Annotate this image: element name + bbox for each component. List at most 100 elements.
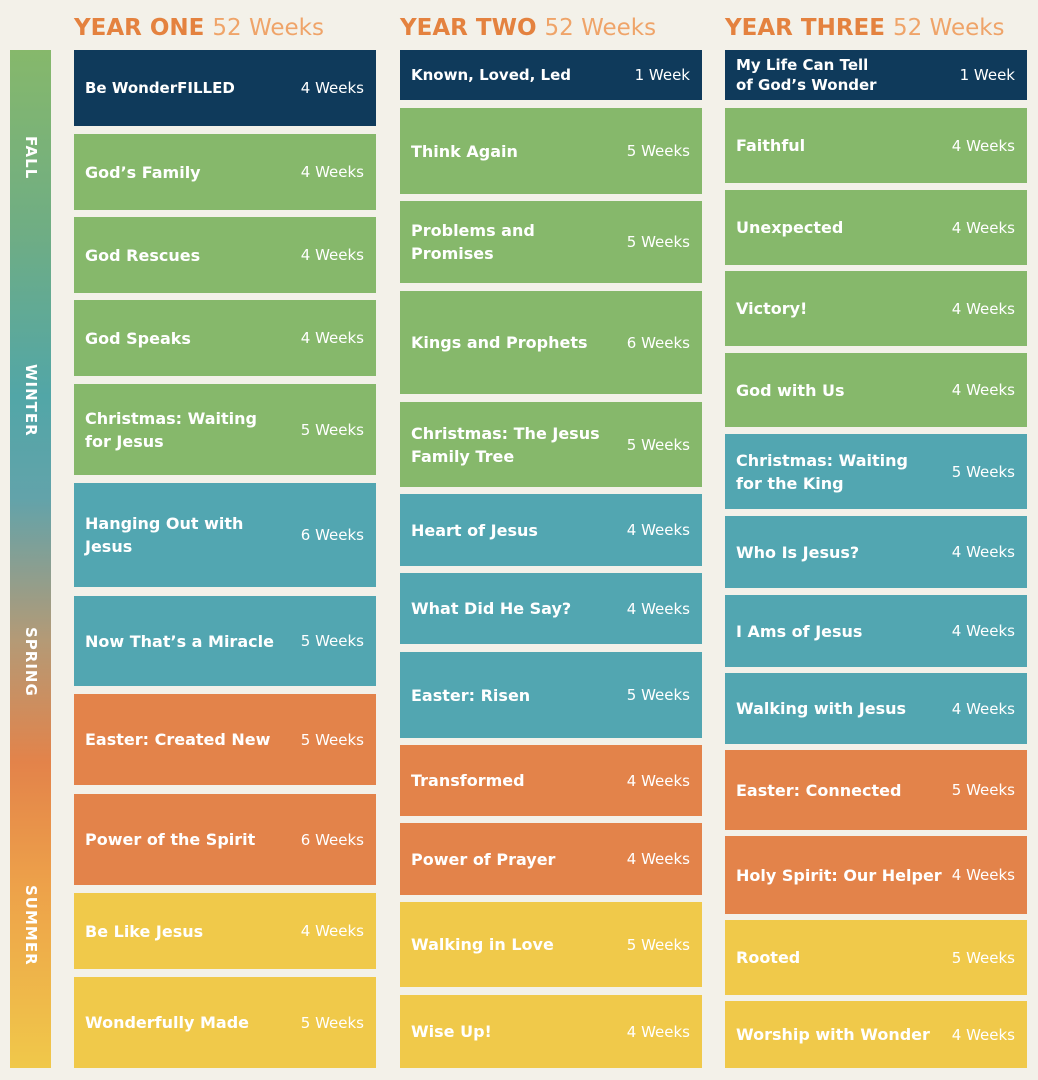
- unit-duration: 1 Week: [634, 66, 690, 84]
- unit-title: Power of Prayer: [411, 849, 556, 869]
- season-label-summer: SUMMER: [22, 884, 40, 966]
- unit-block: Kings and Prophets 6 Weeks: [400, 291, 702, 394]
- season-label-winter: WINTER: [22, 363, 40, 437]
- unit-block: Easter: Risen 5 Weeks: [400, 652, 702, 738]
- year-label: YEAR THREE: [725, 15, 885, 41]
- unit-title: Wonderfully Made: [85, 1013, 249, 1032]
- unit-duration: 4 Weeks: [626, 521, 690, 539]
- unit-block: Walking with Jesus 4 Weeks: [725, 673, 1027, 744]
- unit-title: Be WonderFILLED: [85, 79, 235, 97]
- unit-title: Wise Up!: [411, 1022, 492, 1041]
- unit-duration: 4 Weeks: [951, 543, 1015, 561]
- unit-title: I Ams of Jesus: [736, 621, 863, 641]
- year-weeks: 52 Weeks: [892, 15, 1005, 41]
- unit-block: Wise Up! 4 Weeks: [400, 995, 702, 1068]
- unit-title: Faithful: [736, 136, 806, 155]
- unit-block: Be Like Jesus 4 Weeks: [74, 893, 376, 969]
- unit-duration: 4 Weeks: [951, 866, 1015, 884]
- unit-block: Problems and Promises 5 Weeks: [400, 201, 702, 283]
- unit-block: Victory! 4 Weeks: [725, 271, 1027, 346]
- unit-block: Heart of Jesus 4 Weeks: [400, 494, 702, 566]
- unit-block: Faithful 4 Weeks: [725, 108, 1027, 183]
- unit-duration: 5 Weeks: [951, 781, 1015, 799]
- unit-title: Kings and Prophets: [411, 333, 588, 352]
- unit-block: Christmas: Waiting for the King 5 Weeks: [725, 434, 1027, 509]
- unit-duration: 5 Weeks: [300, 632, 364, 650]
- unit-duration: 4 Weeks: [626, 771, 690, 790]
- unit-block: Power of Prayer 4 Weeks: [400, 823, 702, 895]
- year-label: YEAR TWO: [400, 15, 537, 41]
- unit-block: Christmas: Waiting for Jesus 5 Weeks: [74, 384, 376, 475]
- unit-duration: 4 Weeks: [626, 850, 690, 868]
- unit-duration: 5 Weeks: [626, 142, 690, 160]
- unit-duration: 6 Weeks: [300, 830, 364, 849]
- unit-block: Christmas: The Jesus Family Tree 5 Weeks: [400, 402, 702, 487]
- unit-duration: 5 Weeks: [626, 686, 690, 704]
- unit-title: God Rescues: [85, 245, 201, 265]
- unit-block: Easter: Connected 5 Weeks: [725, 750, 1027, 830]
- unit-block: What Did He Say? 4 Weeks: [400, 573, 702, 644]
- unit-title: Known, Loved, Led: [411, 66, 572, 84]
- unit-block: Unexpected 4 Weeks: [725, 190, 1027, 265]
- unit-duration: 4 Weeks: [300, 163, 364, 181]
- season-label-spring: SPRING: [22, 627, 40, 697]
- unit-block: Walking in Love 5 Weeks: [400, 902, 702, 987]
- season-label-fall: FALL: [22, 136, 40, 180]
- unit-duration: 4 Weeks: [951, 299, 1015, 318]
- unit-duration: 5 Weeks: [951, 462, 1015, 481]
- unit-title: What Did He Say?: [411, 599, 572, 618]
- unit-title: Worship with Wonder: [736, 1025, 930, 1044]
- unit-duration: 5 Weeks: [951, 948, 1015, 967]
- unit-title: Problems and Promises: [411, 221, 535, 263]
- unit-duration: 5 Weeks: [300, 1013, 364, 1032]
- unit-block: Rooted 5 Weeks: [725, 920, 1027, 995]
- unit-duration: 4 Weeks: [300, 329, 364, 347]
- unit-duration: 4 Weeks: [951, 1025, 1015, 1044]
- unit-block: God Speaks 4 Weeks: [74, 300, 376, 376]
- year-label: YEAR ONE: [74, 15, 205, 41]
- unit-title: Victory!: [736, 299, 808, 318]
- unit-duration: 6 Weeks: [300, 526, 364, 544]
- unit-block: Known, Loved, Led 1 Week: [400, 50, 702, 100]
- unit-title: Hanging Out with Jesus: [85, 514, 244, 556]
- unit-block: Be WonderFILLED 4 Weeks: [74, 50, 376, 126]
- year-one-header: YEAR ONE 52 Weeks: [74, 14, 324, 42]
- unit-duration: 4 Weeks: [300, 246, 364, 264]
- unit-duration: 4 Weeks: [951, 699, 1015, 718]
- unit-title: Unexpected: [736, 218, 844, 237]
- year-weeks: 52 Weeks: [544, 15, 657, 41]
- unit-duration: 4 Weeks: [951, 218, 1015, 237]
- unit-title: Walking with Jesus: [736, 699, 907, 718]
- unit-duration: 5 Weeks: [626, 935, 690, 954]
- unit-duration: 5 Weeks: [626, 435, 690, 454]
- year-weeks: 52 Weeks: [212, 15, 324, 41]
- unit-block: Who Is Jesus? 4 Weeks: [725, 516, 1027, 588]
- unit-duration: 4 Weeks: [951, 136, 1015, 155]
- unit-block: I Ams of Jesus 4 Weeks: [725, 595, 1027, 667]
- unit-block: Think Again 5 Weeks: [400, 108, 702, 194]
- unit-title: Easter: Created New: [85, 730, 271, 749]
- year-two-header: YEAR TWO 52 Weeks: [400, 14, 656, 42]
- year-three-header: YEAR THREE 52 Weeks: [725, 14, 1005, 42]
- unit-title: Holy Spirit: Our Helper: [736, 865, 942, 885]
- unit-title: Power of the Spirit: [85, 830, 256, 849]
- unit-title: Christmas: Waiting for the King: [736, 450, 908, 493]
- unit-duration: 5 Weeks: [300, 420, 364, 439]
- unit-block: My Life Can Tell of God’s Wonder 1 Week: [725, 50, 1027, 100]
- unit-title: Think Again: [411, 141, 518, 161]
- unit-title: Easter: Connected: [736, 780, 902, 800]
- unit-duration: 4 Weeks: [300, 922, 364, 940]
- unit-title: Be Like Jesus: [85, 921, 204, 941]
- unit-title: God’s Family: [85, 162, 201, 182]
- unit-title: Walking in Love: [411, 935, 554, 954]
- unit-block: Transformed 4 Weeks: [400, 745, 702, 816]
- unit-title: Transformed: [411, 771, 525, 790]
- unit-duration: 4 Weeks: [626, 599, 690, 618]
- unit-title: Christmas: Waiting for Jesus: [85, 408, 257, 451]
- unit-duration: 6 Weeks: [626, 333, 690, 352]
- unit-block: Easter: Created New 5 Weeks: [74, 694, 376, 785]
- unit-block: Wonderfully Made 5 Weeks: [74, 977, 376, 1068]
- unit-block: Worship with Wonder 4 Weeks: [725, 1001, 1027, 1068]
- unit-title: My Life Can Tell of God’s Wonder: [736, 56, 877, 94]
- unit-title: Heart of Jesus: [411, 520, 538, 540]
